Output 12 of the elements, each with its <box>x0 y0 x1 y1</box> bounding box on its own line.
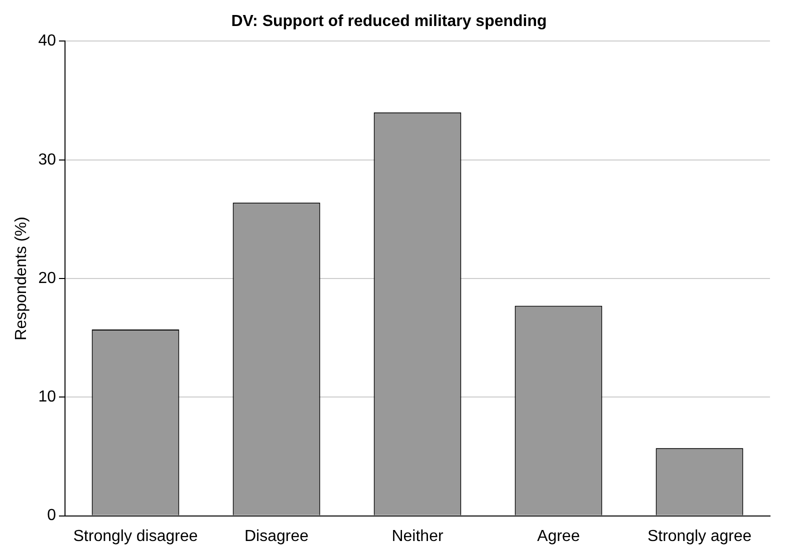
x-tick-label: Strongly agree <box>647 528 752 545</box>
x-tick-label: Agree <box>537 528 580 545</box>
y-tick-label: 10 <box>38 388 56 406</box>
x-tick-label: Strongly disagree <box>73 528 198 545</box>
y-tick-label: 30 <box>38 151 56 168</box>
y-tick-label: 20 <box>38 270 56 287</box>
y-axis-title: Respondents (%) <box>13 216 30 340</box>
chart-title: DV: Support of reduced military spending <box>231 13 547 30</box>
x-tick-label: Disagree <box>244 528 309 545</box>
y-tick-label: 0 <box>47 507 56 524</box>
x-tick-label: Neither <box>392 528 444 545</box>
y-tick-label: 40 <box>38 32 56 50</box>
